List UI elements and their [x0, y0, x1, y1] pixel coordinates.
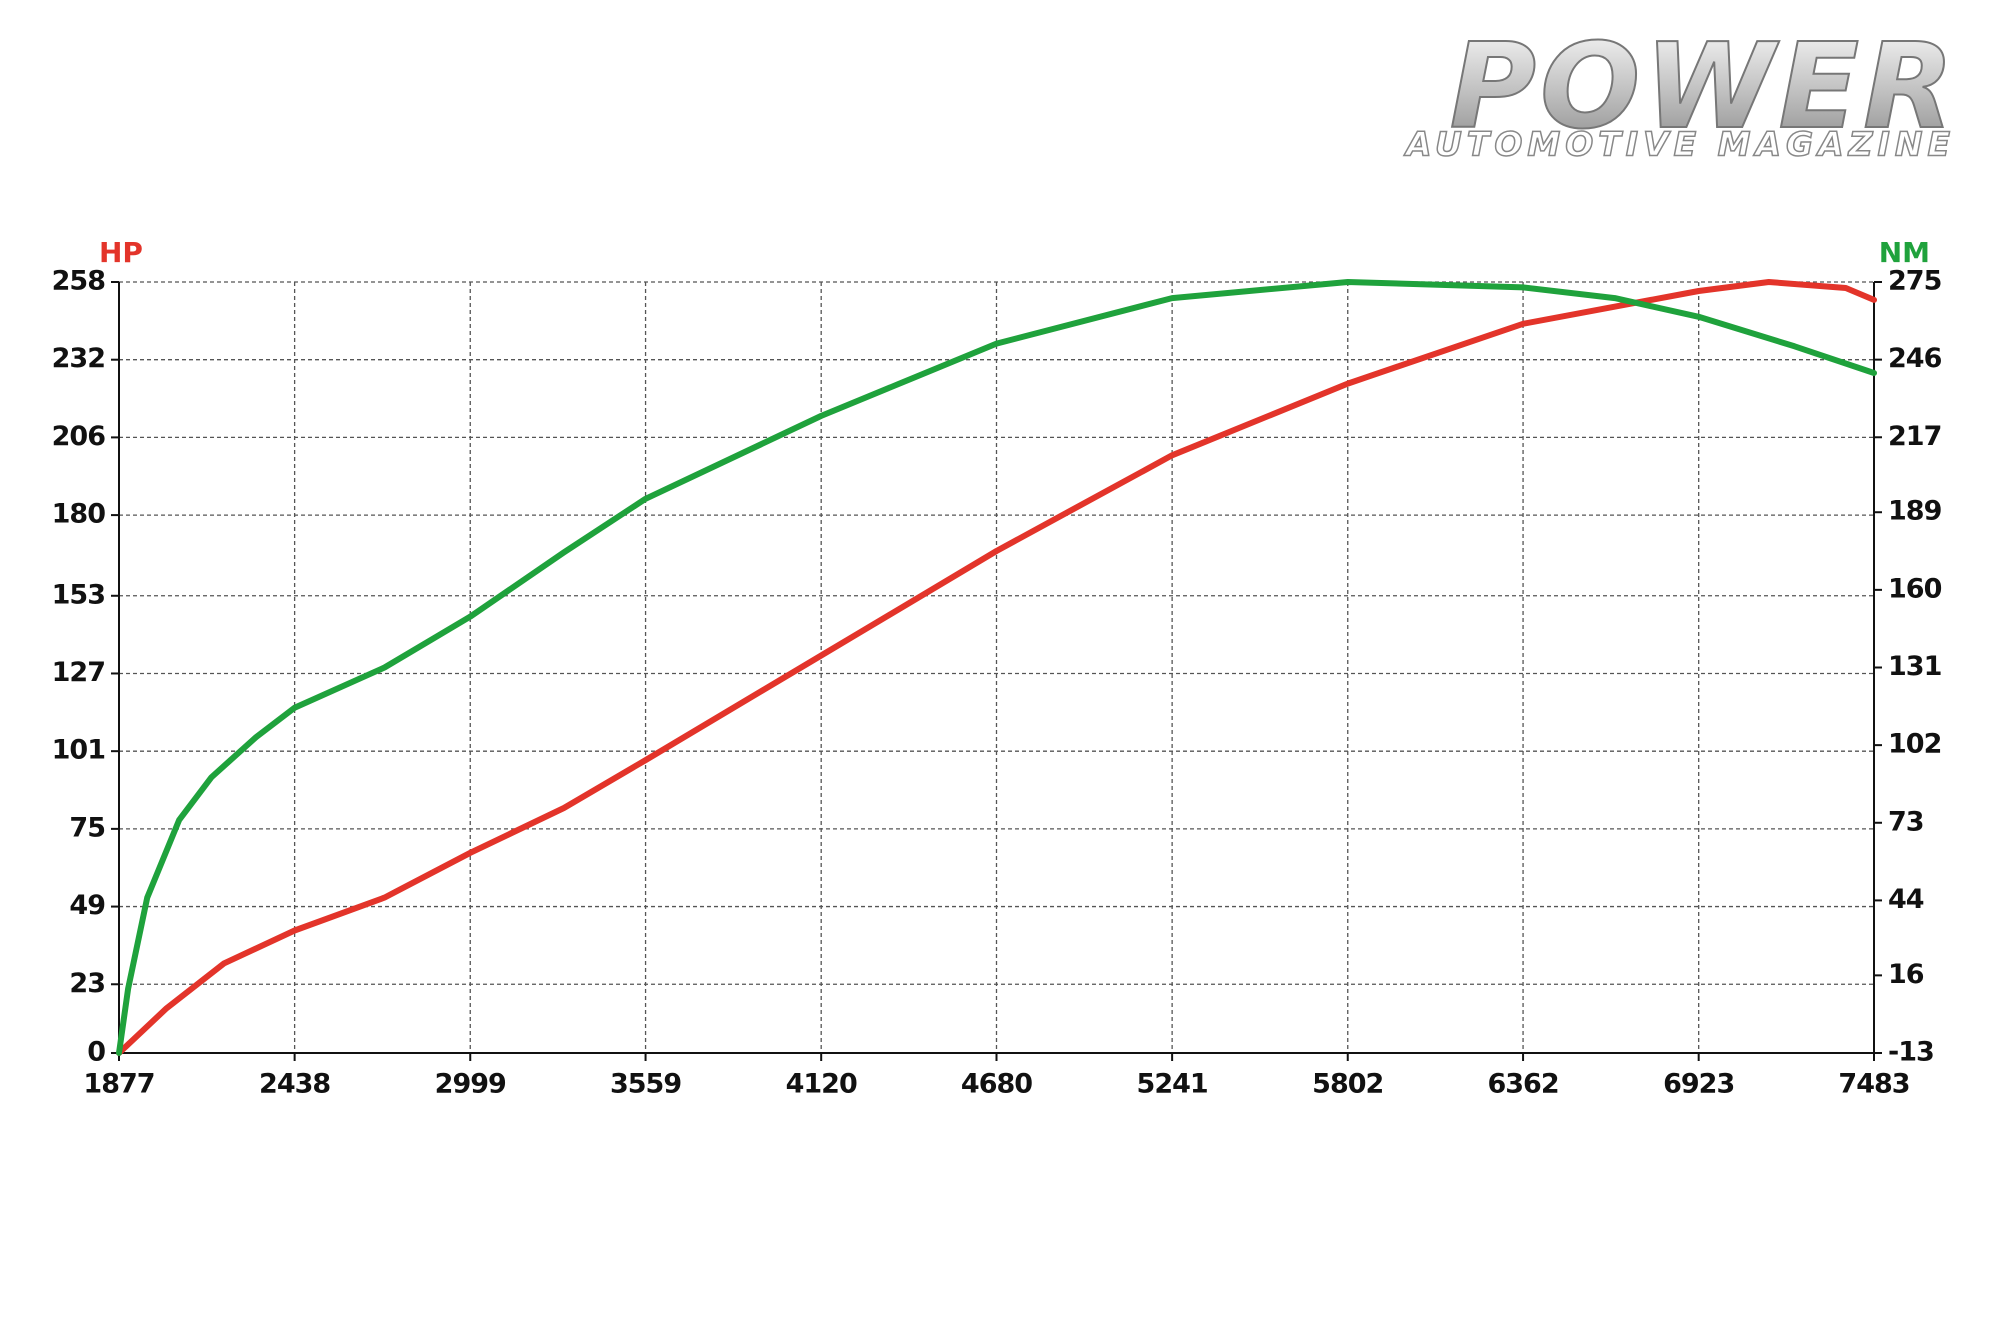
y2-tick-label: 73: [1888, 806, 1924, 837]
y-tick-label: 232: [52, 343, 105, 374]
y-tick-label: 153: [52, 579, 105, 610]
line: [116, 279, 1877, 1056]
x-tick-label: 2438: [259, 1069, 330, 1100]
plot: 1877 2438 2999 3559 4120 4680 5241 5802 6362 6923…: [52, 236, 1943, 1100]
y-tick-label: 258: [52, 266, 106, 297]
y2-tick-label: 275: [1888, 266, 1941, 297]
y2-tick-label: 189: [1888, 496, 1942, 527]
y2-tick-label: 16: [1888, 959, 1924, 990]
y-tick-label: 0: [87, 1037, 105, 1068]
x-tick-label: 4680: [961, 1069, 1032, 1100]
y-tick-label: 127: [52, 657, 105, 688]
y-tick-label: 23: [69, 968, 105, 999]
axis-title: NM: [1879, 236, 1930, 269]
y2-tick-label: 217: [1888, 421, 1941, 452]
y-tick-label: 206: [52, 421, 106, 452]
logo: POWER AUTOMOTIVE MAGAZINE: [1402, 16, 1958, 164]
y2-tick-label: -13: [1888, 1037, 1934, 1068]
x-tick-label: 3559: [610, 1069, 681, 1100]
y-tick-label: 180: [52, 499, 106, 530]
x-tick-label: 6923: [1663, 1069, 1734, 1100]
line: [116, 279, 1877, 1056]
logo-subtitle: AUTOMOTIVE MAGAZINE: [1403, 125, 1955, 164]
y2-tick-label: 160: [1888, 573, 1942, 604]
y2-tick-label: 131: [1888, 651, 1941, 682]
y2-tick-label: 102: [1888, 729, 1941, 760]
x-tick-label: 6362: [1487, 1069, 1558, 1100]
x-tick-label: 1877: [83, 1069, 154, 1100]
x-tick-label: 5802: [1312, 1069, 1383, 1100]
y-tick-label: 49: [69, 890, 105, 921]
x-tick-label: 5241: [1137, 1069, 1208, 1100]
x-tick-label: 2999: [435, 1069, 506, 1100]
y2-tick-label: 246: [1888, 343, 1942, 374]
axis-title: HP: [99, 236, 143, 269]
x-tick-label: 4120: [786, 1069, 857, 1100]
y2-tick-label: 44: [1888, 884, 1924, 915]
y-tick-label: 75: [69, 812, 105, 843]
logo-title: POWER: [1450, 17, 1958, 155]
x-tick-label: 7483: [1838, 1069, 1909, 1100]
y-tick-label: 101: [52, 735, 105, 766]
